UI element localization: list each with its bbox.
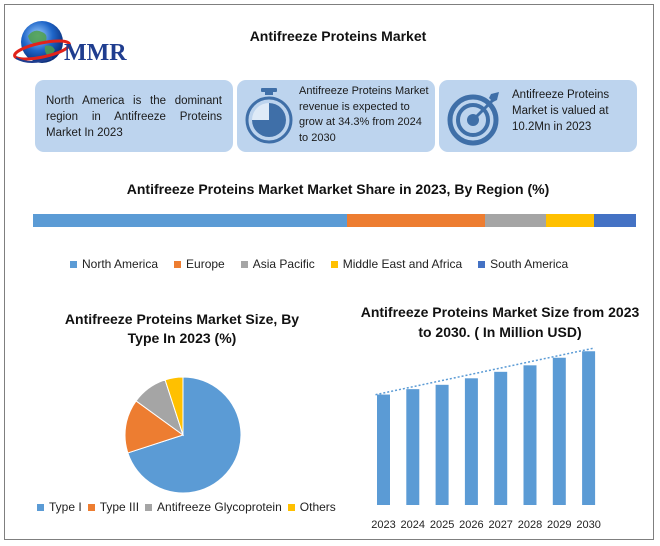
- pie-slice-others: [164, 376, 184, 436]
- type-legend-antifreeze-glycoprotein: Antifreeze Glycoprotein: [145, 500, 282, 514]
- region-segment-europe: [346, 214, 486, 227]
- type-legend: Type I Type III Antifreeze Glycoprotein Oth…: [37, 500, 336, 514]
- target-icon: [447, 92, 499, 146]
- legend-swatch: [240, 260, 248, 268]
- legend-label: Europe: [186, 257, 225, 271]
- card-text: North America is the dominant region in …: [46, 95, 222, 139]
- bar-2030: [582, 351, 596, 505]
- x-tick-label: 2023: [371, 519, 395, 531]
- bar-2026: [464, 378, 478, 505]
- region-legend-south-america: South America: [478, 257, 568, 271]
- page-title: Antifreeze Proteins Market: [249, 28, 427, 44]
- bar-2027: [494, 371, 508, 505]
- bar-2029: [552, 357, 566, 505]
- x-tick-label: 2028: [518, 519, 542, 531]
- type-legend-type-iii: Type III: [87, 500, 140, 514]
- type-legend-others: Others: [287, 500, 336, 514]
- card-text: Antifreeze Proteins Market is valued at …: [512, 89, 610, 133]
- region-legend-asia-pacific: Asia Pacific: [240, 257, 315, 271]
- x-tick-label: 2027: [488, 519, 512, 531]
- globe-logo-icon: [13, 21, 71, 63]
- pie-slice-type-i: [127, 376, 242, 494]
- legend-swatch: [70, 260, 77, 268]
- region-legend: North America Europe Asia Pacific Middle Ea…: [70, 257, 610, 271]
- legend-label: Type III: [99, 500, 140, 514]
- trendline: [375, 347, 595, 396]
- legend-swatch: [330, 260, 338, 268]
- legend-swatch: [478, 260, 486, 268]
- info-card-growth: Antifreeze Proteins Market revenue is ex…: [237, 80, 435, 152]
- card-text: Antifreeze Proteins Market revenue is ex…: [299, 85, 429, 144]
- region-share-title: Antifreeze Proteins Market Market Share …: [126, 181, 550, 197]
- region-segment-north-america: [33, 214, 347, 227]
- info-card-valuation: Antifreeze Proteins Market is valued at …: [439, 80, 637, 152]
- type-chart-title: Antifreeze Proteins Market Size, By Type…: [64, 311, 300, 346]
- legend-label: Type I: [49, 500, 82, 514]
- type-legend-type-i: Type I: [37, 500, 82, 514]
- x-tick-label: 2024: [401, 519, 425, 531]
- region-share-bar: [33, 214, 636, 227]
- size-chart-title: Antifreeze Proteins Market Size from 202…: [360, 304, 640, 340]
- pie-slice-type-iii: [124, 400, 185, 454]
- x-tick-label: 2025: [430, 519, 454, 531]
- x-tick-label: 2026: [459, 519, 483, 531]
- region-legend-middle-east-and-africa: Middle East and Africa: [330, 257, 463, 271]
- x-tick-label: 2029: [547, 519, 571, 531]
- region-legend-europe: Europe: [174, 257, 225, 271]
- legend-swatch: [87, 503, 95, 511]
- region-segment-middle-east-and-africa: [545, 214, 594, 227]
- legend-swatch: [37, 503, 44, 511]
- legend-label: North America: [82, 257, 159, 271]
- legend-swatch: [145, 503, 153, 511]
- region-legend-north-america: North America: [70, 257, 158, 271]
- region-segment-asia-pacific: [485, 214, 546, 227]
- legend-swatch: [174, 260, 182, 268]
- bar-2028: [523, 365, 537, 505]
- size-bar-chart: 2023 2024 2025 2026 2027 2028 2029 2030: [371, 347, 601, 531]
- stopwatch-icon: [245, 88, 293, 144]
- legend-swatch: [287, 503, 295, 511]
- legend-label: Middle East and Africa: [342, 257, 463, 271]
- x-tick-label: 2030: [576, 519, 600, 531]
- info-card-dominant-region: North America is the dominant region in …: [35, 80, 233, 152]
- logo-text: MMR: [64, 40, 127, 66]
- bar-2024: [406, 389, 420, 505]
- type-pie-chart: [124, 376, 242, 494]
- legend-label: South America: [490, 257, 569, 271]
- legend-label: Others: [299, 500, 336, 514]
- legend-label: Antifreeze Glycoprotein: [157, 500, 282, 514]
- region-segment-south-america: [593, 214, 636, 227]
- bar-2025: [435, 384, 449, 505]
- legend-label: Asia Pacific: [252, 257, 315, 271]
- bar-2023: [377, 394, 390, 505]
